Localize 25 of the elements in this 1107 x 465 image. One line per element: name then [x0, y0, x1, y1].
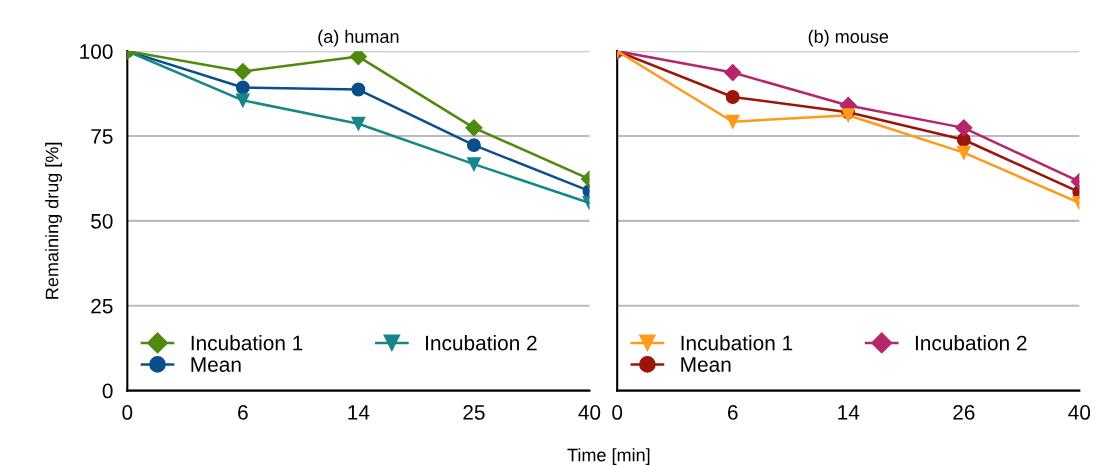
x-tick-label: 0 [612, 405, 623, 420]
x-tick-label: 14 [838, 405, 860, 420]
legend-label: Incubation 1 [191, 335, 303, 351]
legend-label: Mean [681, 357, 731, 372]
x-tick-label: 40 [578, 405, 601, 420]
x-tick-label: 26 [953, 405, 975, 420]
x-tick-label: 25 [463, 405, 485, 420]
y-tick-label: 75 [91, 129, 113, 144]
x-axis-title: Time [min] [567, 448, 650, 465]
y-tick-label: 25 [91, 298, 113, 314]
x-tick-label: 14 [348, 405, 370, 420]
y-axis-title: Remaining drug [%] [45, 142, 62, 299]
legend-label: Incubation 2 [915, 335, 1027, 351]
y-tick-label: 50 [91, 213, 113, 229]
chart-title: (b) mouse [808, 29, 889, 47]
x-tick-label: 6 [238, 405, 248, 420]
chart-title: (a) human [318, 29, 399, 47]
legend-label: Mean [191, 357, 241, 372]
x-tick-label: 0 [122, 405, 133, 420]
y-tick-label: 100 [80, 44, 113, 59]
y-tick-label: 0 [102, 383, 113, 399]
x-tick-label: 6 [727, 405, 738, 420]
legend-label: Incubation 2 [426, 335, 537, 351]
x-tick-label: 40 [1068, 405, 1091, 420]
legend-label: Incubation 1 [681, 335, 793, 351]
